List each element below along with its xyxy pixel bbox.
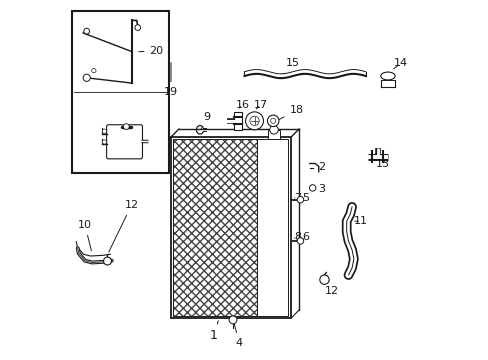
Circle shape bbox=[228, 316, 237, 324]
Circle shape bbox=[83, 74, 90, 81]
Circle shape bbox=[270, 118, 275, 123]
Text: 2: 2 bbox=[317, 162, 325, 172]
Text: 20: 20 bbox=[139, 46, 163, 56]
Bar bbox=[267, 130, 280, 139]
Bar bbox=[256, 139, 287, 316]
Bar bbox=[171, 137, 290, 318]
Bar bbox=[233, 112, 241, 130]
Text: 5: 5 bbox=[302, 193, 309, 203]
Bar bbox=[72, 12, 169, 173]
Circle shape bbox=[245, 112, 263, 130]
Text: 6: 6 bbox=[302, 232, 309, 242]
FancyBboxPatch shape bbox=[106, 125, 142, 159]
Text: 19: 19 bbox=[163, 63, 178, 97]
Circle shape bbox=[269, 126, 278, 134]
Text: 7: 7 bbox=[293, 193, 301, 203]
Text: 16: 16 bbox=[235, 100, 249, 110]
Circle shape bbox=[249, 116, 259, 126]
Ellipse shape bbox=[380, 72, 394, 80]
Text: 8: 8 bbox=[293, 232, 301, 242]
Text: 11: 11 bbox=[353, 216, 367, 226]
Circle shape bbox=[297, 238, 303, 244]
Circle shape bbox=[297, 197, 303, 203]
Text: 18: 18 bbox=[279, 105, 303, 120]
Circle shape bbox=[309, 185, 315, 191]
Bar bbox=[172, 139, 256, 316]
Circle shape bbox=[102, 129, 106, 134]
Text: 3: 3 bbox=[314, 184, 325, 194]
Text: 17: 17 bbox=[253, 100, 267, 110]
Bar bbox=[172, 139, 256, 316]
Circle shape bbox=[319, 275, 328, 284]
Text: 15: 15 bbox=[284, 58, 299, 74]
Text: 12: 12 bbox=[108, 200, 138, 252]
Circle shape bbox=[267, 115, 278, 127]
Circle shape bbox=[92, 68, 96, 73]
Text: 13: 13 bbox=[375, 159, 389, 169]
Text: 9: 9 bbox=[201, 112, 210, 129]
Text: 4: 4 bbox=[233, 321, 242, 348]
Circle shape bbox=[102, 140, 106, 144]
Text: 10: 10 bbox=[78, 220, 92, 251]
Text: 14: 14 bbox=[393, 58, 407, 69]
Text: 12: 12 bbox=[325, 276, 339, 296]
Circle shape bbox=[83, 28, 89, 34]
Circle shape bbox=[103, 257, 111, 265]
Text: 1: 1 bbox=[210, 321, 218, 342]
Circle shape bbox=[135, 25, 141, 31]
Circle shape bbox=[123, 124, 129, 130]
